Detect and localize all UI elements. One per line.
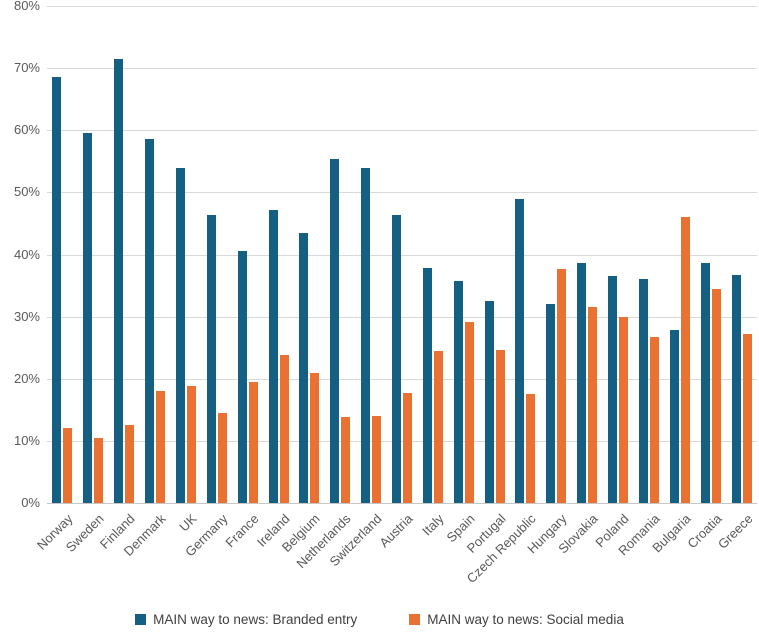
gridline-0 [47,503,757,504]
bar-branded-entry-slovakia [577,262,587,503]
bar-branded-entry-sweden [83,132,93,503]
bar-social-media-slovakia [588,306,598,503]
y-tick-label-20pct: 20% [13,370,40,386]
bar-branded-entry-croatia [700,262,710,503]
bar-branded-entry-netherlands [330,159,340,503]
bar-social-media-bulgaria [680,217,690,503]
y-tick-label-30pct: 30% [13,308,40,324]
bar-social-media-france [248,382,258,503]
gridline-40 [47,254,757,256]
bar-social-media-spain [464,322,474,503]
chart-legend: MAIN way to news: Branded entry MAIN way… [0,612,759,627]
legend-label-social-media: MAIN way to news: Social media [427,612,624,627]
bar-branded-entry-poland [608,275,618,503]
bar-branded-entry-czech-republic [515,199,525,503]
bar-social-media-poland [619,317,629,503]
gridline-60 [47,130,757,132]
plot-area [47,6,757,504]
legend-marker-social-media-icon [409,614,421,625]
bar-branded-entry-romania [638,278,648,503]
gridline-70 [47,68,757,70]
bar-branded-entry-austria [392,214,401,503]
bar-branded-entry-bulgaria [669,329,679,503]
bar-branded-entry-spain [453,281,463,503]
bar-social-media-germany [217,412,227,503]
bar-social-media-italy [433,351,443,503]
bar-social-media-norway [63,427,73,503]
bar-social-media-belgium [310,373,320,503]
gridline-80 [47,6,757,7]
legend-item-branded-entry: MAIN way to news: Branded entry [135,612,357,627]
bar-branded-entry-greece [731,275,741,503]
bar-social-media-czech-republic [526,393,536,503]
bar-social-media-netherlands [341,416,351,503]
bar-branded-entry-switzerland [361,167,371,503]
bar-branded-entry-hungary [546,303,556,503]
gridline-30 [47,316,757,318]
bar-social-media-ireland [279,355,289,503]
legend-item-social-media: MAIN way to news: Social media [409,612,624,627]
y-tick-label-0pct: 0% [21,495,40,510]
bar-branded-entry-portugal [484,301,494,503]
bar-social-media-finland [125,425,135,503]
y-tick-label-70pct: 70% [13,60,40,76]
bar-social-media-austria [403,393,412,503]
bar-social-media-hungary [557,269,567,503]
bar-branded-entry-denmark [145,138,155,503]
y-tick-label-60pct: 60% [13,122,40,138]
bar-social-media-denmark [156,390,166,503]
bar-branded-entry-germany [206,215,216,503]
bar-branded-entry-france [237,251,247,503]
bar-social-media-switzerland [372,416,382,503]
bar-branded-entry-belgium [299,233,309,503]
bar-social-media-greece [742,334,752,503]
y-tick-label-40pct: 40% [13,246,40,262]
y-tick-label-80pct: 80% [13,0,40,13]
legend-label-branded-entry: MAIN way to news: Branded entry [153,612,358,627]
bar-social-media-portugal [495,349,505,503]
gridline-10 [47,440,757,442]
legend-marker-branded-entry-icon [135,614,147,625]
bar-branded-entry-norway [52,76,62,503]
bar-branded-entry-ireland [268,209,278,503]
bar-social-media-uk [186,385,196,503]
bar-social-media-sweden [94,437,104,503]
bar-branded-entry-italy [422,268,432,503]
gridline-20 [47,378,757,380]
bar-branded-entry-uk [175,167,185,503]
y-tick-label-10pct: 10% [13,432,40,448]
gridline-50 [47,192,757,194]
y-tick-label-50pct: 50% [13,184,40,200]
bar-branded-entry-finland [114,59,124,503]
bar-social-media-croatia [711,289,721,503]
bar-social-media-romania [649,336,659,503]
